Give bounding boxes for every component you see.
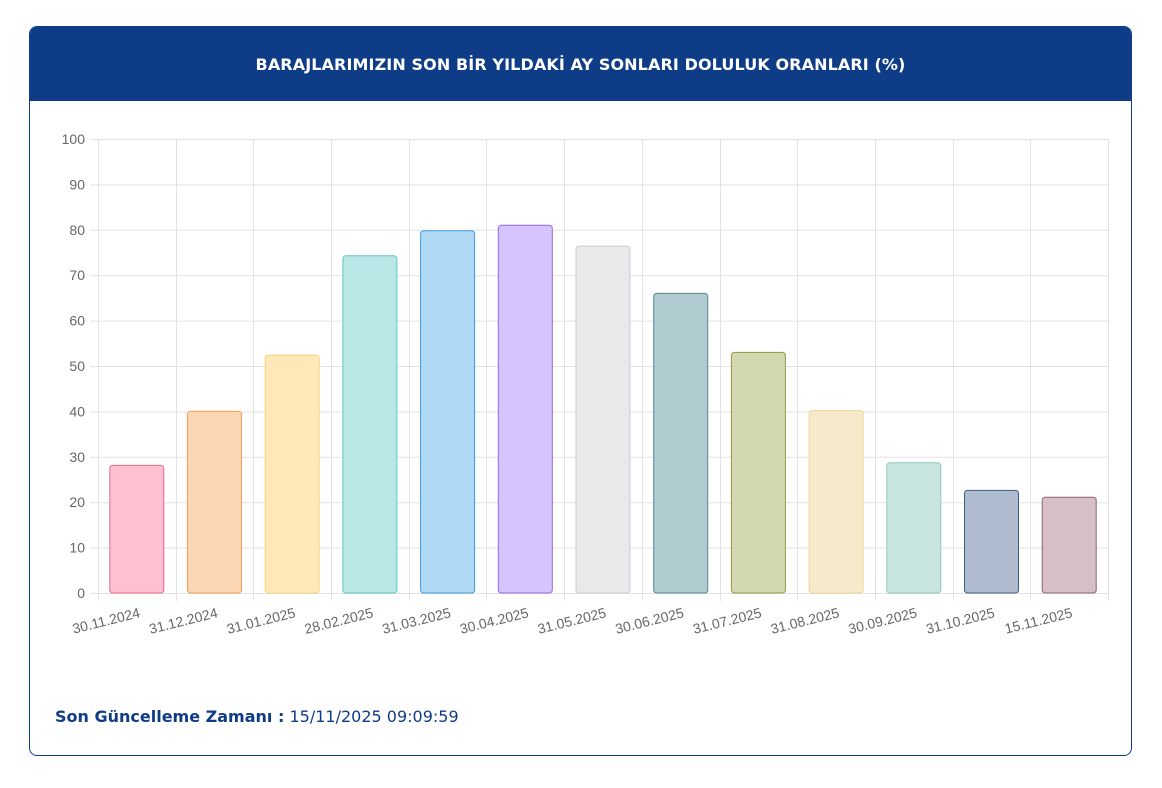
card-header: BARAJLARIMIZIN SON BİR YILDAKİ AY SONLAR…: [30, 27, 1131, 101]
x-tick-label: 30.09.2025: [847, 604, 919, 637]
bar-31-07-2025[interactable]: [730, 351, 786, 594]
y-tick-label: 10: [69, 540, 85, 556]
x-tick-label: 31.07.2025: [691, 604, 763, 637]
chart-title: BARAJLARIMIZIN SON BİR YILDAKİ AY SONLAR…: [255, 54, 906, 74]
y-tick-label: 90: [69, 176, 85, 192]
bar-31-05-2025[interactable]: [575, 245, 631, 594]
x-tick-label: 30.06.2025: [614, 604, 686, 637]
last-update-label: Son Güncelleme Zamanı :: [55, 707, 285, 726]
bar-28-02-2025[interactable]: [342, 255, 398, 594]
y-tick-label: 80: [69, 222, 85, 238]
bar-15-11-2025[interactable]: [1041, 496, 1097, 594]
x-tick-label: 15.11.2025: [1003, 604, 1074, 636]
bar-30-04-2025[interactable]: [497, 224, 553, 594]
x-tick-label: 31.03.2025: [380, 604, 452, 637]
bar-30-09-2025[interactable]: [886, 462, 942, 594]
x-tick-label: 31.01.2025: [225, 604, 297, 637]
bar-31-01-2025[interactable]: [264, 354, 320, 594]
x-tick-label: 31.08.2025: [769, 604, 841, 637]
y-tick-label: 20: [69, 494, 85, 510]
last-update-value: 15/11/2025 09:09:59: [289, 707, 459, 726]
bars: [109, 224, 1097, 594]
y-axis-ticks: 0 10 20 30 40 50 60 70 80 90 100: [62, 131, 86, 601]
bar-chart: 0 10 20 30 40 50 60 70 80 90 100 30.11.2024 31.12.2…: [62, 131, 1109, 637]
bar-30-11-2024[interactable]: [109, 464, 165, 594]
bar-30-06-2025[interactable]: [653, 292, 709, 594]
bar-31-12-2024[interactable]: [187, 410, 242, 594]
x-tick-label: 31.05.2025: [536, 604, 608, 637]
x-axis-ticks: 30.11.2024 31.12.2024 31.01.2025 28.02.2025…: [71, 604, 1074, 637]
bar-31-03-2025[interactable]: [420, 230, 476, 594]
x-tick-label: 30.11.2024: [71, 604, 142, 636]
last-update: Son Güncelleme Zamanı : 15/11/2025 09:09…: [55, 707, 459, 726]
x-tick-label: 31.12.2024: [147, 604, 219, 637]
y-tick-label: 30: [69, 449, 85, 465]
x-tick-label: 30.04.2025: [458, 604, 530, 637]
chart-card: BARAJLARIMIZIN SON BİR YILDAKİ AY SONLAR…: [29, 26, 1132, 756]
bar-31-10-2025[interactable]: [964, 489, 1019, 594]
y-tick-label: 60: [69, 313, 85, 329]
bar-31-08-2025[interactable]: [808, 410, 864, 594]
y-tick-label: 0: [77, 585, 85, 601]
y-tick-label: 100: [62, 131, 86, 147]
x-tick-label: 31.10.2025: [924, 604, 996, 637]
y-tick-label: 50: [69, 358, 85, 374]
x-tick-label: 28.02.2025: [303, 604, 375, 637]
y-tick-label: 70: [69, 267, 85, 283]
y-tick-label: 40: [69, 403, 85, 419]
